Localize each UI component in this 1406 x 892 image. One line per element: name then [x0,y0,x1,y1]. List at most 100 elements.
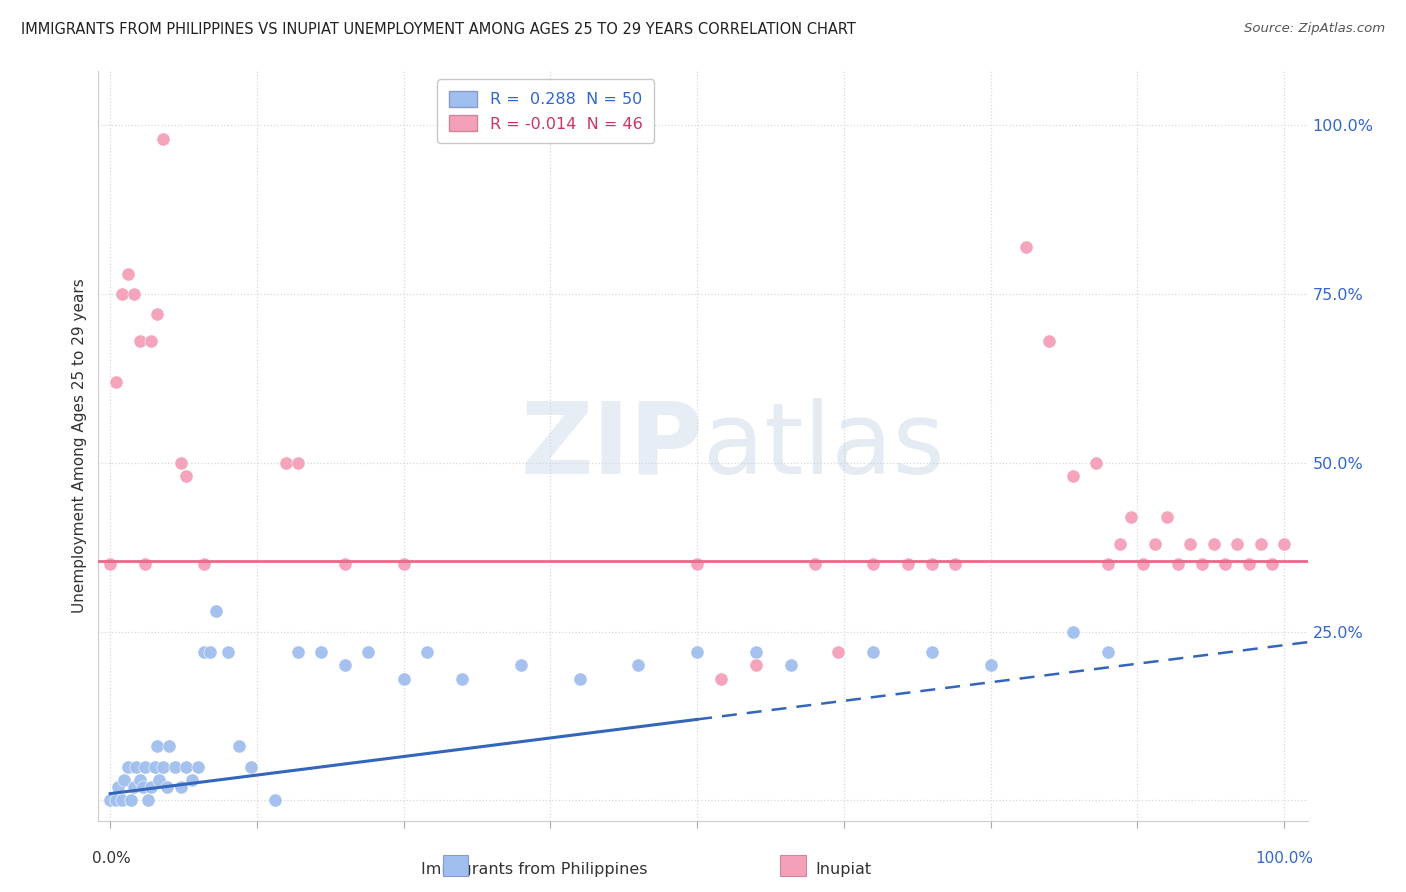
Point [107,780,129,794]
Point [827,645,849,659]
Point [128,334,150,349]
Point [1097,557,1119,571]
Point [1226,537,1249,551]
Point [921,557,943,571]
Point [1085,456,1108,470]
Point [146,739,169,754]
Point [1062,624,1084,639]
Point [980,658,1002,673]
Point [1015,240,1038,254]
Text: IMMIGRANTS FROM PHILIPPINES VS INUPIAT UNEMPLOYMENT AMONG AGES 25 TO 29 YEARS CO: IMMIGRANTS FROM PHILIPPINES VS INUPIAT U… [21,22,856,37]
Point [710,672,733,686]
Point [1167,557,1189,571]
Text: 100.0%: 100.0% [1256,851,1313,865]
Point [125,759,148,773]
Point [136,793,159,807]
Point [111,793,134,807]
Point [98,793,121,807]
Point [169,456,191,470]
Point [803,557,825,571]
Point [1250,537,1272,551]
Point [392,557,415,571]
Point [132,780,155,794]
Point [1261,557,1284,571]
Point [187,759,209,773]
Point [105,793,128,807]
Point [141,780,163,794]
Point [228,739,250,754]
Point [152,759,174,773]
Text: Inupiat: Inupiat [815,863,872,877]
Legend: R =  0.288  N = 50, R = -0.014  N = 46: R = 0.288 N = 50, R = -0.014 N = 46 [437,79,654,143]
Point [862,557,884,571]
Point [134,759,156,773]
Point [745,645,768,659]
Point [240,759,263,773]
Point [311,645,333,659]
Point [287,645,309,659]
Point [276,456,298,470]
Point [217,645,239,659]
Point [1202,537,1225,551]
Point [333,658,356,673]
Point [163,759,186,773]
Point [897,557,920,571]
Point [745,658,768,673]
Point [117,267,139,281]
Point [198,645,221,659]
Point [451,672,474,686]
Point [1215,557,1237,571]
Point [1121,509,1143,524]
Point [117,759,139,773]
Point [1062,469,1084,483]
Point [921,645,943,659]
Point [105,375,128,389]
Point [112,773,135,788]
Point [193,557,215,571]
Point [157,739,180,754]
Point [945,557,967,571]
Point [862,645,884,659]
Point [155,780,177,794]
Point [204,604,226,618]
Point [416,645,439,659]
Point [143,759,166,773]
Text: Source: ZipAtlas.com: Source: ZipAtlas.com [1244,22,1385,36]
Point [146,307,169,321]
Point [111,287,134,301]
Point [1156,509,1178,524]
Point [141,334,163,349]
Point [176,759,198,773]
Point [568,672,591,686]
Point [1143,537,1166,551]
Point [287,456,309,470]
Point [122,287,145,301]
Point [181,773,204,788]
Point [148,773,170,788]
Point [1038,334,1060,349]
Point [1237,557,1260,571]
Point [333,557,356,571]
Point [1097,645,1119,659]
Point [152,132,174,146]
Point [780,658,803,673]
Point [1272,537,1295,551]
Point [357,645,380,659]
Point [128,773,150,788]
Text: 0.0%: 0.0% [93,851,131,865]
Point [510,658,533,673]
Point [263,793,285,807]
Point [193,645,215,659]
Point [1191,557,1213,571]
Text: Immigrants from Philippines: Immigrants from Philippines [420,863,648,877]
Point [1180,537,1202,551]
Point [686,557,709,571]
Point [98,557,121,571]
Point [627,658,650,673]
Point [1132,557,1154,571]
Point [176,469,198,483]
Text: ZIP: ZIP [520,398,703,494]
Y-axis label: Unemployment Among Ages 25 to 29 years: Unemployment Among Ages 25 to 29 years [72,278,87,614]
Point [1108,537,1130,551]
Point [120,793,142,807]
